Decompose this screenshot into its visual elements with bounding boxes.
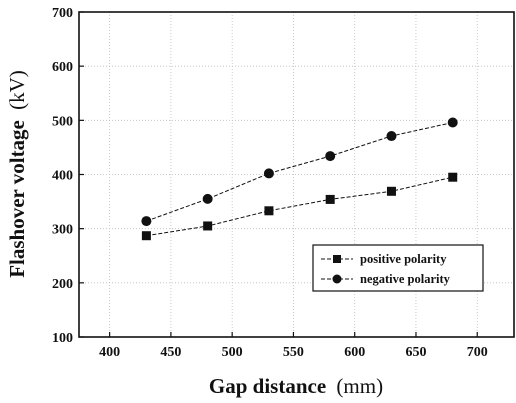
legend: positive polarity negative polarity (312, 244, 484, 292)
legend-box (312, 244, 484, 292)
x-tick-label: 650 (405, 345, 426, 360)
y-tick-label: 500 (52, 114, 73, 129)
data-point-negative (141, 216, 152, 227)
x-tick-label: 500 (222, 345, 243, 360)
series-line-positive (146, 176, 453, 237)
data-point-positive (448, 172, 458, 182)
data-point-negative (263, 168, 274, 179)
y-tick-label: 600 (52, 60, 73, 75)
series-layer (141, 117, 458, 241)
x-axis-title: Gap distance (mm) (209, 374, 383, 398)
y-tick-label: 400 (52, 169, 73, 184)
legend-label-positive: positive polarity (360, 252, 447, 266)
legend-label-negative: negative polarity (360, 272, 451, 286)
data-point-positive (264, 206, 274, 216)
x-tick-label: 400 (99, 345, 120, 360)
y-axis-title-main: Flashover voltage (5, 120, 29, 278)
x-axis-title-main: Gap distance (209, 374, 326, 398)
y-axis-title-unit: (kV) (5, 70, 29, 110)
data-point-negative (325, 151, 336, 162)
legend-marker-circle (332, 274, 342, 284)
y-tick-label: 200 (52, 277, 73, 292)
x-tick-label: 550 (283, 345, 304, 360)
x-tick-label: 700 (467, 345, 488, 360)
data-point-positive (141, 231, 151, 241)
data-point-positive (325, 194, 335, 204)
legend-marker-square (333, 255, 341, 263)
data-point-negative (447, 117, 458, 128)
series-line-negative (146, 122, 453, 222)
data-point-positive (203, 221, 213, 231)
tick-layer: 100 200 300 400 500 600 700 400 450 500 550 600 650 7… (52, 6, 488, 360)
y-tick-label: 100 (52, 331, 73, 346)
data-point-positive (386, 186, 396, 196)
y-tick-label: 300 (52, 223, 73, 238)
x-axis-title-unit: (mm) (336, 374, 383, 398)
data-point-negative (202, 193, 213, 204)
x-tick-label: 450 (160, 345, 181, 360)
y-tick-label: 700 (52, 6, 73, 21)
data-point-negative (386, 131, 397, 142)
x-tick-label: 600 (344, 345, 365, 360)
y-axis-title: Flashover voltage (kV) (5, 70, 29, 278)
